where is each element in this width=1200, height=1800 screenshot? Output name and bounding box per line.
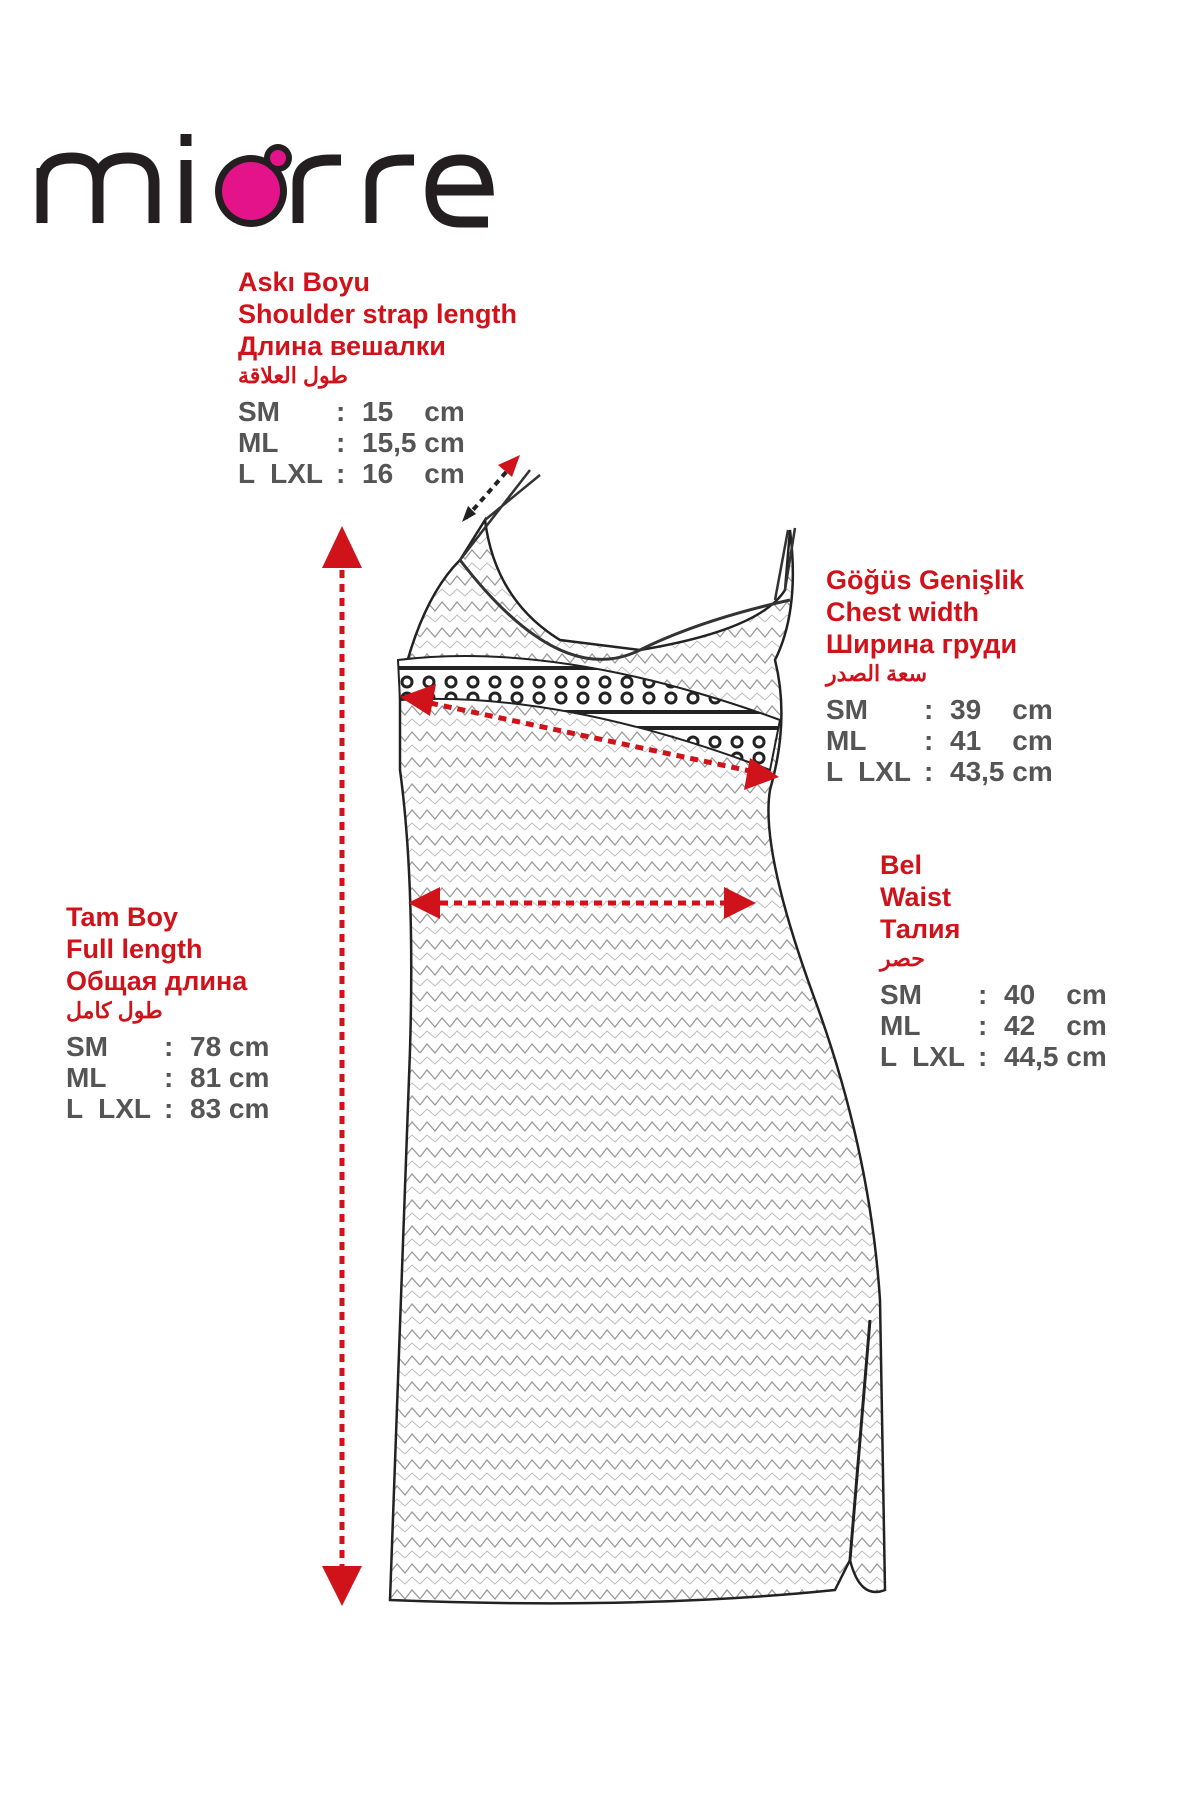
colon: : bbox=[978, 1010, 988, 1041]
miorre-logo bbox=[36, 134, 494, 228]
size: L LXL bbox=[880, 1041, 966, 1072]
label-en: Waist bbox=[880, 882, 952, 912]
value: 16 cm bbox=[362, 458, 465, 489]
waist-block: Bel Waist Талия حصر SM:40 cm ML:42 cm L … bbox=[880, 849, 1107, 1072]
colon: : bbox=[164, 1031, 174, 1062]
chest-width-arrow bbox=[400, 684, 779, 790]
size: L LXL bbox=[66, 1093, 152, 1124]
waist-arrow bbox=[408, 887, 756, 919]
label-ar: طول العلاقة bbox=[238, 363, 348, 388]
label-en: Shoulder strap length bbox=[238, 299, 518, 329]
value: 42 cm bbox=[1004, 1010, 1107, 1041]
label-ru: Талия bbox=[880, 914, 961, 944]
label-ar: حصر bbox=[880, 946, 925, 971]
chest-width-block: Göğüs Genişlik Chest width Ширина груди … bbox=[826, 564, 1053, 787]
label-ar: طول كامل bbox=[66, 998, 163, 1023]
size: SM bbox=[826, 694, 868, 725]
size: L LXL bbox=[826, 756, 912, 787]
size: ML bbox=[826, 725, 867, 756]
colon: : bbox=[336, 396, 346, 427]
size: ML bbox=[238, 427, 279, 458]
colon: : bbox=[978, 979, 988, 1010]
label-tr: Askı Boyu bbox=[238, 267, 371, 297]
colon: : bbox=[164, 1093, 174, 1124]
value: 81 cm bbox=[190, 1062, 270, 1093]
value: 15,5 cm bbox=[362, 427, 465, 458]
label-ru: Длина вешалки bbox=[238, 331, 446, 361]
colon: : bbox=[336, 458, 346, 489]
value: 83 cm bbox=[190, 1093, 270, 1124]
full-length-block: Tam Boy Full length Общая длина طول كامل… bbox=[66, 901, 269, 1124]
size: SM bbox=[66, 1031, 108, 1062]
colon: : bbox=[978, 1041, 988, 1072]
colon: : bbox=[336, 427, 346, 458]
label-tr: Bel bbox=[880, 850, 923, 880]
strap-length-arrow bbox=[462, 455, 520, 522]
label-ru: Общая длина bbox=[66, 966, 248, 996]
colon: : bbox=[924, 694, 934, 725]
label-ru: Ширина груди bbox=[826, 629, 1018, 659]
value: 39 cm bbox=[950, 694, 1053, 725]
value: 40 cm bbox=[1004, 979, 1107, 1010]
colon: : bbox=[164, 1062, 174, 1093]
value: 44,5 cm bbox=[1004, 1041, 1107, 1072]
label-tr: Tam Boy bbox=[66, 902, 179, 932]
label-en: Full length bbox=[66, 934, 203, 964]
value: 43,5 cm bbox=[950, 756, 1053, 787]
size: ML bbox=[880, 1010, 921, 1041]
value: 15 cm bbox=[362, 396, 465, 427]
colon: : bbox=[924, 725, 934, 756]
size: SM bbox=[880, 979, 922, 1010]
strap-length-block: Askı Boyu Shoulder strap length Длина ве… bbox=[238, 266, 517, 489]
size: L LXL bbox=[238, 458, 324, 489]
size: ML bbox=[66, 1062, 107, 1093]
colon: : bbox=[924, 756, 934, 787]
label-ar: سعة الصدر bbox=[826, 661, 928, 686]
label-en: Chest width bbox=[826, 597, 979, 627]
value: 41 cm bbox=[950, 725, 1053, 756]
dress-outline bbox=[388, 469, 887, 1605]
label-tr: Göğüs Genişlik bbox=[826, 565, 1025, 595]
value: 78 cm bbox=[190, 1031, 270, 1062]
size: SM bbox=[238, 396, 280, 427]
full-length-arrow bbox=[322, 526, 362, 1606]
